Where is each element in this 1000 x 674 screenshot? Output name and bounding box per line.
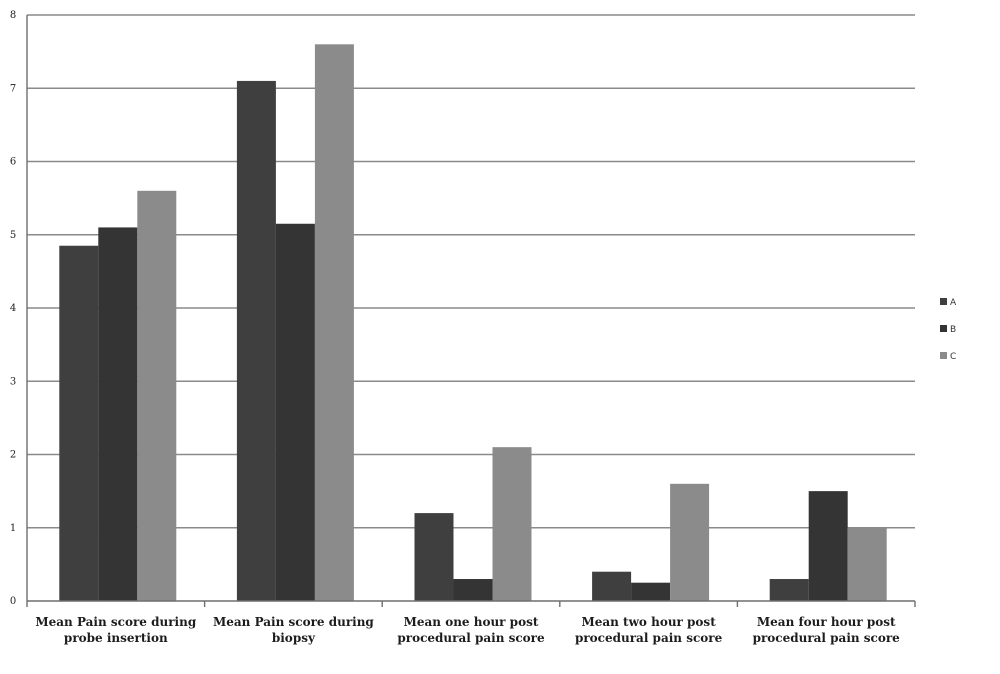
bar-b <box>631 582 671 601</box>
legend: A B C <box>940 298 957 362</box>
bar-c <box>314 44 354 602</box>
legend-swatch-c <box>940 352 947 359</box>
bars <box>59 44 887 602</box>
bar-a <box>414 513 454 601</box>
category-labels: Mean Pain score during probe insertion Mea… <box>35 615 900 645</box>
bar-c <box>670 483 710 601</box>
bar-a <box>236 80 276 602</box>
y-tick-label: 6 <box>10 157 16 168</box>
legend-swatch-b <box>940 325 947 332</box>
bar-a <box>769 579 809 601</box>
legend-label-b: B <box>950 325 956 335</box>
y-tick-label: 3 <box>10 376 16 387</box>
legend-swatch-a <box>940 298 947 305</box>
x-category-label: Mean Pain score during biopsy <box>213 615 374 645</box>
bar-b <box>275 223 315 601</box>
bar-b <box>453 579 493 601</box>
y-tick-label: 5 <box>10 230 16 241</box>
y-tick-label: 2 <box>10 450 16 461</box>
y-tick-label: 0 <box>10 596 16 607</box>
y-tick-label: 7 <box>10 83 16 94</box>
legend-label-a: A <box>950 298 957 308</box>
y-tick-label: 4 <box>10 303 16 314</box>
bar-a <box>59 245 99 602</box>
legend-label-c: C <box>950 352 956 362</box>
y-tick-label: 1 <box>10 523 16 534</box>
bar-c <box>492 447 532 601</box>
x-category-label: Mean one hour post procedural pain score <box>397 615 545 645</box>
bar-c <box>137 190 177 602</box>
axes <box>26 15 916 607</box>
x-category-label: Mean Pain score during probe insertion <box>35 615 196 645</box>
bar-b <box>808 491 848 601</box>
x-category-label: Mean four hour post procedural pain score <box>753 615 901 645</box>
y-tick-label: 8 <box>10 10 16 21</box>
bar-c <box>847 527 887 601</box>
y-axis-ticks: 0 1 2 3 4 5 6 7 8 <box>10 10 16 607</box>
bar-b <box>98 227 138 602</box>
bar-a <box>592 571 632 601</box>
x-category-label: Mean two hour post procedural pain score <box>575 615 723 645</box>
